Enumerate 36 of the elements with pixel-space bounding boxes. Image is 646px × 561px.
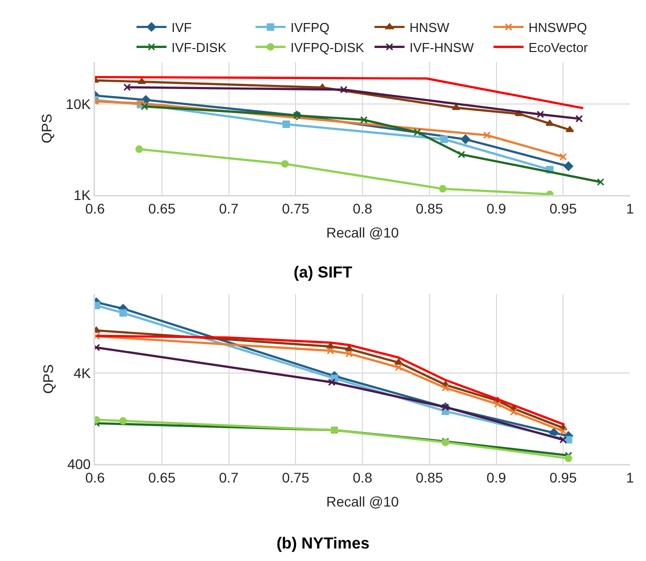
y-tick-label: 400: [67, 456, 91, 472]
x-tick-label: 0.6: [85, 200, 105, 216]
legend-label: HNSWPQ: [528, 20, 588, 36]
legend-label: IVF-HNSW: [410, 40, 475, 55]
x-tick-label: 0.95: [550, 469, 577, 486]
y-tick-label: 1K: [74, 186, 92, 203]
x-axis-title: Recall @10: [326, 224, 399, 240]
x-tick-label: 0.85: [416, 469, 444, 486]
x-tick-label: 0.9: [486, 200, 506, 216]
x-tick-label: 0.8: [352, 469, 372, 486]
y-axis-title: QPS: [38, 114, 55, 144]
x-tick-label: 0.7: [219, 200, 239, 216]
legend-label: HNSW: [410, 20, 450, 36]
legend-label: IVF: [172, 20, 192, 36]
x-tick-label: 0.8: [352, 200, 372, 216]
x-tick-label: 0.65: [148, 200, 176, 216]
text: (a) SIFT: [294, 264, 353, 282]
x-tick-label: 0.6: [85, 469, 105, 486]
x-tick-label: 0.95: [550, 200, 577, 216]
x-tick-label: 0.9: [486, 469, 506, 486]
y-tick-label: 10K: [66, 96, 92, 112]
y-tick-label: 4K: [74, 364, 92, 381]
x-tick-label: 0.7: [219, 469, 239, 486]
x-tick-label: 0.75: [282, 469, 310, 486]
x-tick-label: 1: [626, 200, 634, 216]
x-tick-label: 0.75: [282, 200, 310, 216]
text: (b) NYTimes: [276, 536, 370, 553]
legend-label: EcoVector: [528, 40, 588, 55]
x-tick-label: 1: [626, 469, 634, 486]
legend-label: IVFPQ-DISK: [290, 40, 365, 55]
x-tick-label: 0.65: [148, 469, 176, 486]
x-axis-title: Recall @10: [326, 493, 399, 510]
legend-label: IVF-DISK: [172, 40, 227, 55]
legend-label: IVFPQ: [290, 20, 330, 36]
x-tick-label: 0.85: [416, 200, 444, 216]
y-axis-title: QPS: [40, 364, 56, 394]
